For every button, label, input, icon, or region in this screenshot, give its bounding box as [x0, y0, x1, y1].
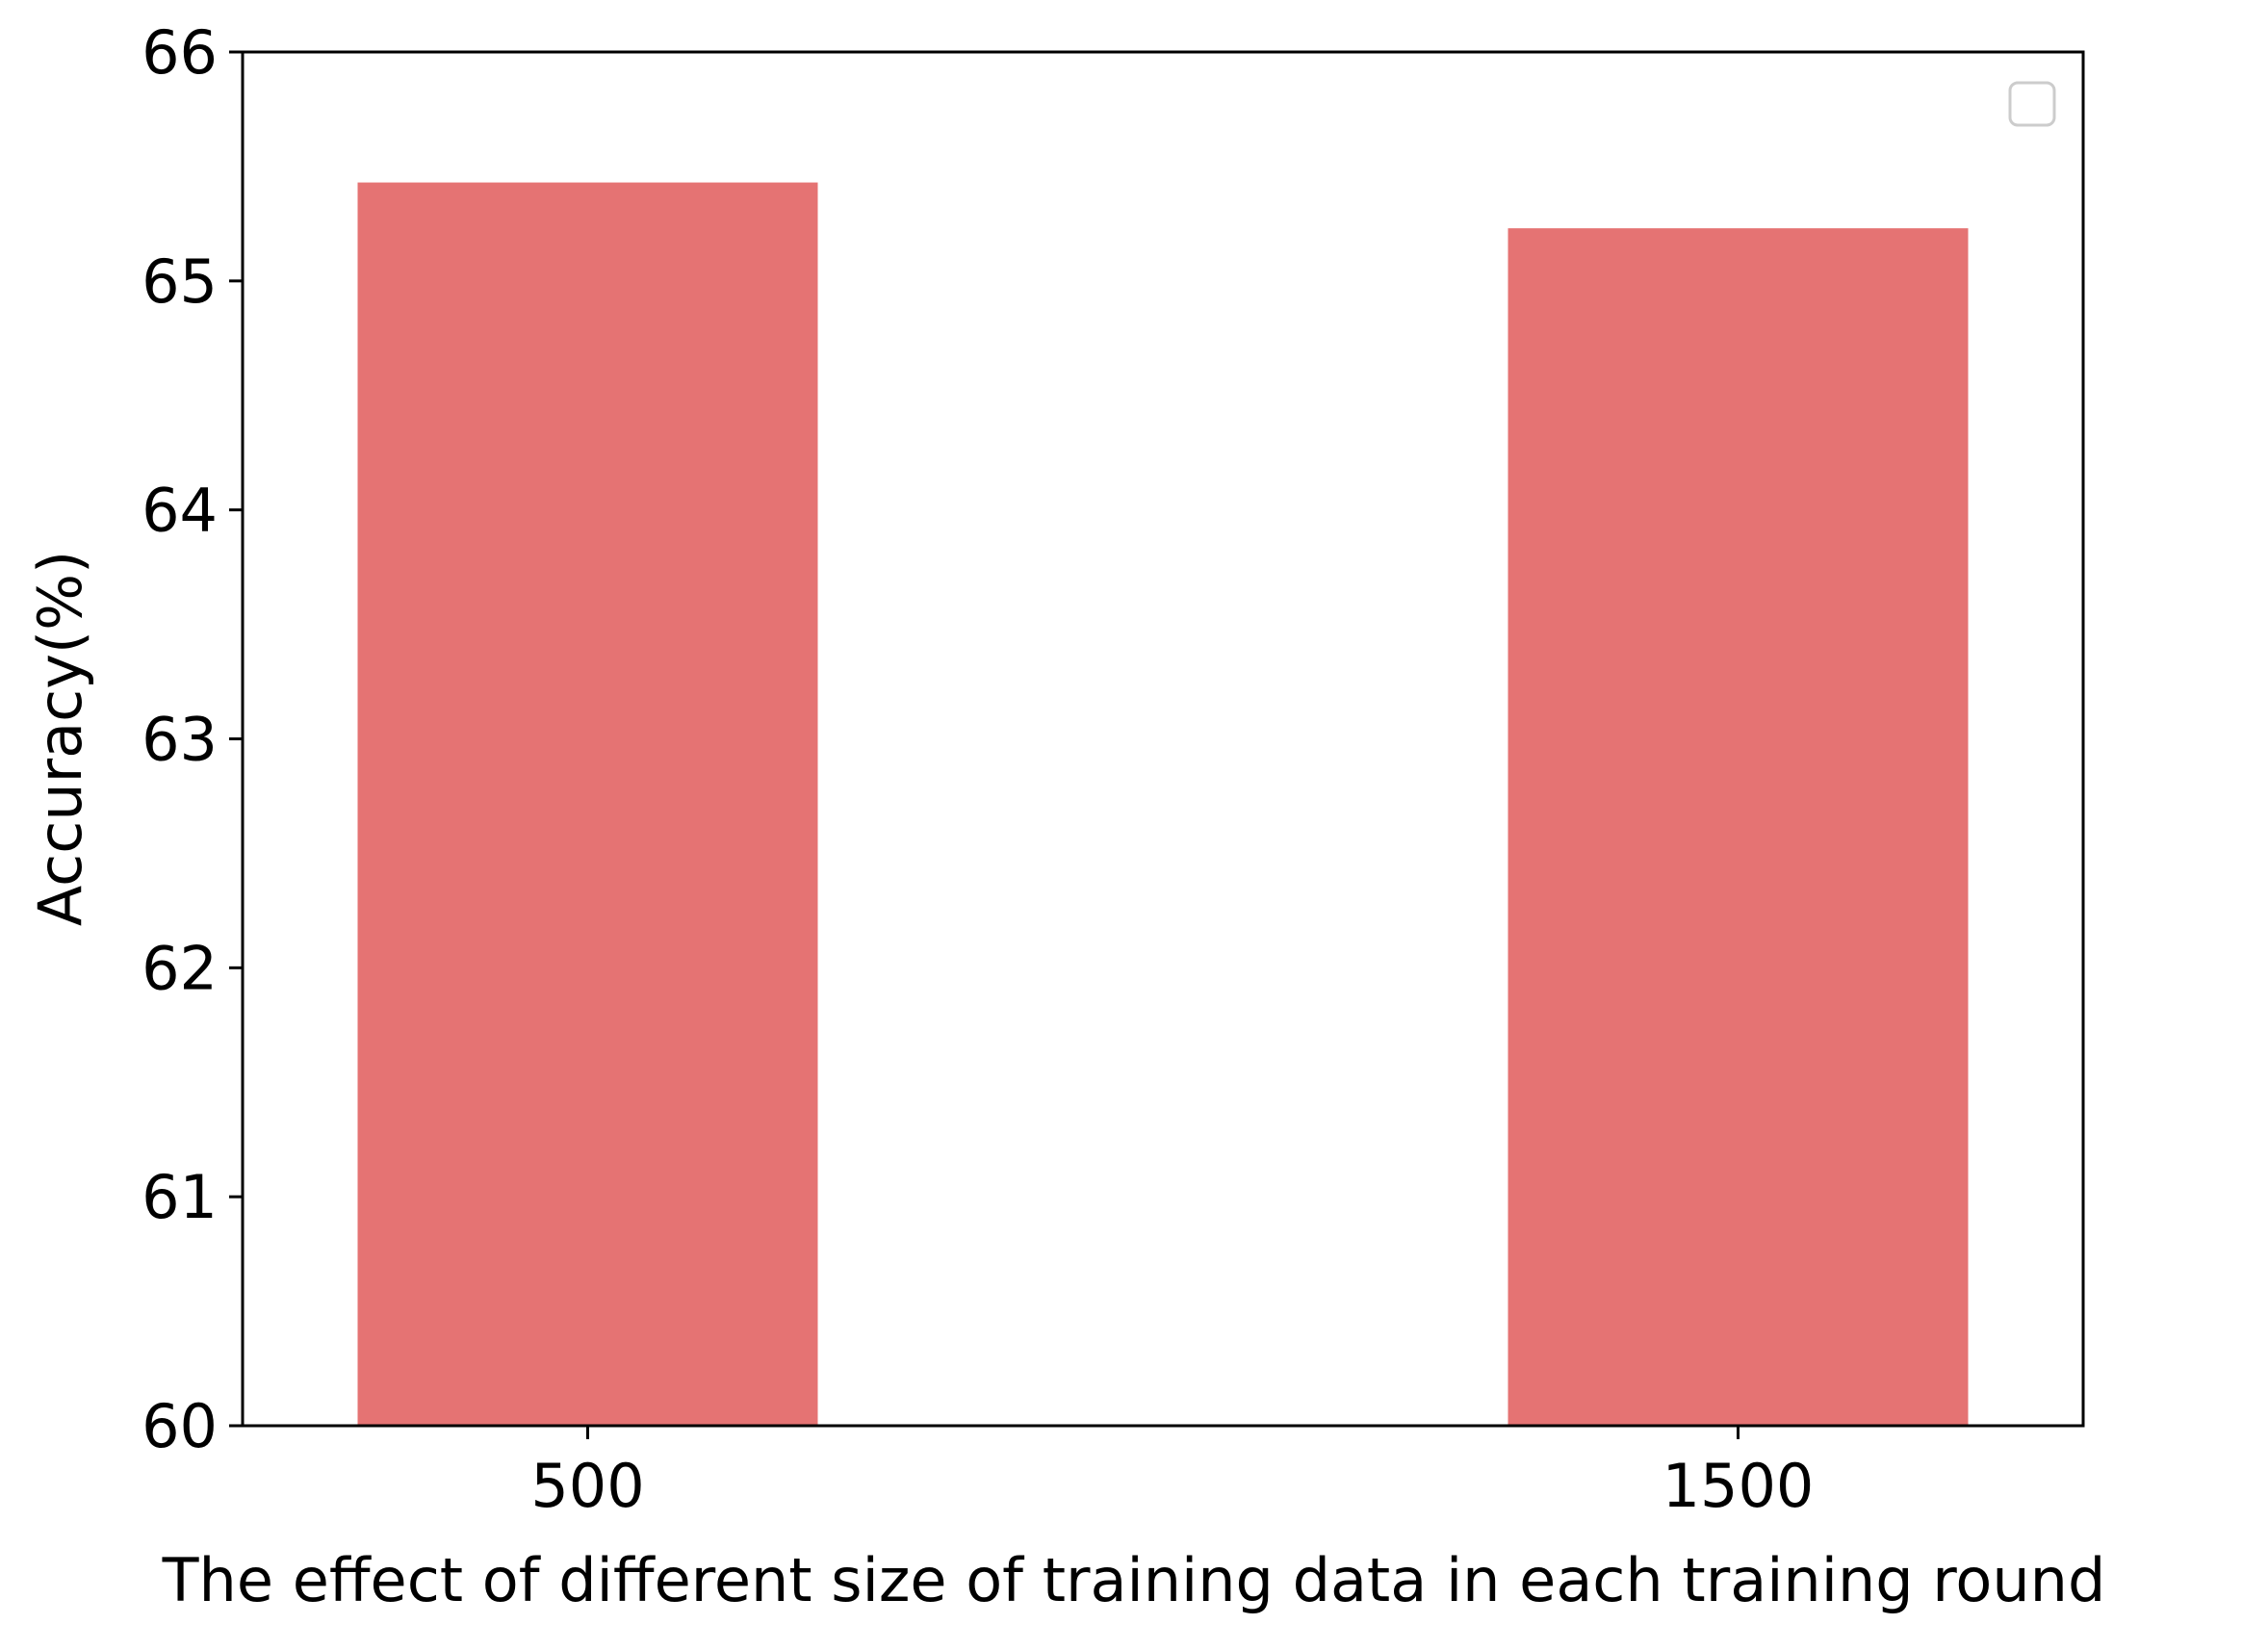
x-axis-label: The effect of different size of training…	[162, 1545, 2106, 1615]
y-tick-label: 66	[142, 17, 218, 88]
y-tick-label: 64	[142, 476, 218, 546]
y-tick-label: 60	[142, 1391, 218, 1461]
legend-box	[2008, 81, 2056, 127]
y-axis-label: Accuracy(%)	[25, 551, 95, 926]
y-tick-label: 63	[142, 705, 218, 775]
y-axis-ticks: 60 61 62 63 64 65 66	[142, 17, 243, 1461]
x-tick-label: 1500	[1662, 1451, 1815, 1521]
bar-500	[357, 182, 818, 1427]
y-tick-label: 61	[142, 1162, 218, 1232]
bar-1500	[1508, 228, 1969, 1426]
x-axis-ticks: 500 1500	[530, 1426, 1814, 1521]
y-tick-label: 65	[142, 246, 218, 317]
x-tick-label: 500	[530, 1451, 644, 1521]
bars-group	[357, 182, 1969, 1427]
y-tick-label: 62	[142, 933, 218, 1003]
